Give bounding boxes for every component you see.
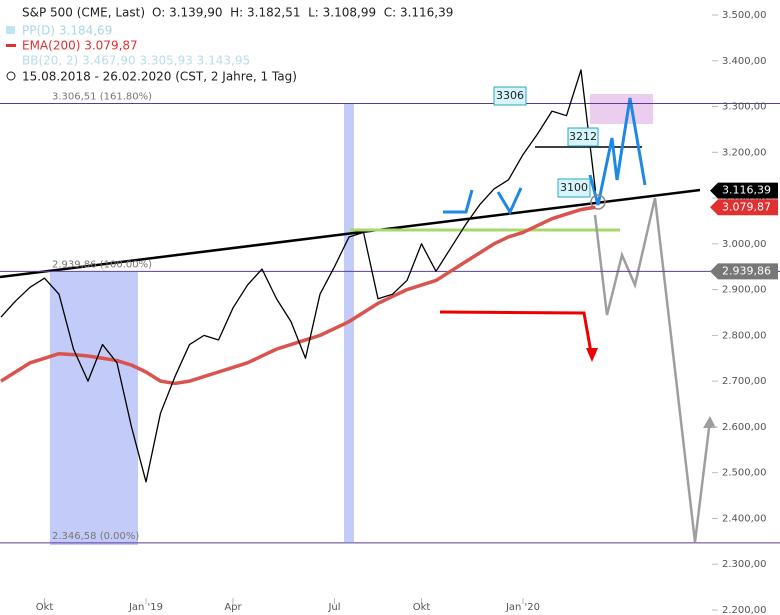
y-tick-label: 3.300,00: [722, 102, 767, 113]
x-tick-label: Apr: [224, 602, 242, 613]
price-tag-label: 3.079,87: [722, 200, 771, 213]
y-tick-label: 2.400,00: [722, 513, 767, 524]
y-tick-label: 3.200,00: [722, 147, 767, 158]
legend-icon: [6, 71, 16, 81]
y-tick-label: 3.500,00: [722, 10, 767, 21]
y-tick-label: 3.000,00: [722, 239, 767, 250]
trend-line: [0, 188, 701, 279]
gray-projection: [593, 197, 712, 543]
y-tick-label: 2.300,00: [722, 559, 767, 570]
annotation-label: 3306: [496, 89, 524, 102]
target-zone: [590, 94, 653, 124]
blue-arrow: [443, 189, 474, 214]
red-arrow: [439, 310, 594, 359]
legend-ema: EMA(200) 3.079,87: [22, 39, 138, 53]
level-label: 3.306,51 (161.80%): [52, 92, 152, 103]
annotation-label: 3212: [569, 130, 597, 143]
price-tag: [710, 199, 778, 216]
annotation-box: [567, 127, 599, 147]
y-tick-label: 2.500,00: [722, 468, 767, 479]
x-tick-label: Jan '19: [128, 602, 163, 613]
y-tick-label: 2.800,00: [722, 330, 767, 341]
shade-region: [50, 272, 138, 545]
price-tag-label: 3.116,39: [722, 184, 771, 197]
legend-range: 15.08.2018 - 26.02.2020 (CST, 2 Jahre, 1…: [22, 70, 297, 84]
annotation-box: [557, 178, 591, 198]
annotation-label: 3100: [560, 181, 588, 194]
y-tick-label: 3.100,00: [722, 193, 767, 204]
y-tick-label: 2.700,00: [722, 376, 767, 387]
legend-ohlc: O: 3.139,90 H: 3.182,51 L: 3.108,99 C: 3…: [152, 6, 453, 20]
arrow-head: [586, 348, 598, 362]
y-tick-label: 3.400,00: [722, 56, 767, 67]
y-tick-label: 2.900,00: [722, 285, 767, 296]
ema-line: [0, 205, 596, 386]
y-tick-label: 2.600,00: [722, 422, 767, 433]
y-tick-label: 2.200,00: [722, 605, 767, 615]
blue-arrow: [496, 187, 523, 216]
price-tag: [710, 263, 778, 280]
x-tick-label: Okt: [36, 602, 54, 613]
price-tag: [710, 182, 778, 199]
legend-bb: BB(20, 2) 3.467,90 3.305,93 3.143,95: [22, 54, 250, 68]
legend-swatch: [6, 26, 15, 34]
blue-projection: [588, 97, 647, 206]
x-tick-label: Jul: [327, 602, 340, 613]
annotation-box: [493, 86, 527, 106]
level-label: 2.346,58 (0.00%): [52, 531, 139, 542]
legend-instrument: S&P 500 (CME, Last): [22, 6, 145, 20]
arrow-head: [703, 416, 716, 428]
level-label: 2.939,86 (100.00%): [52, 259, 152, 270]
legend-swatch: [6, 44, 16, 47]
legend-pp: PP(D) 3.184,69: [22, 24, 112, 38]
legend: S&P 500 (CME, Last) O: 3.139,90 H: 3.182…: [6, 6, 453, 84]
marker-circle: [590, 194, 606, 210]
price-tag-label: 2.939,86: [722, 264, 771, 277]
x-tick-label: Okt: [413, 602, 431, 613]
price-line: [0, 69, 597, 483]
annotations: 3306 3212 3100: [493, 86, 599, 198]
x-tick-label: Jan '20: [505, 602, 540, 613]
